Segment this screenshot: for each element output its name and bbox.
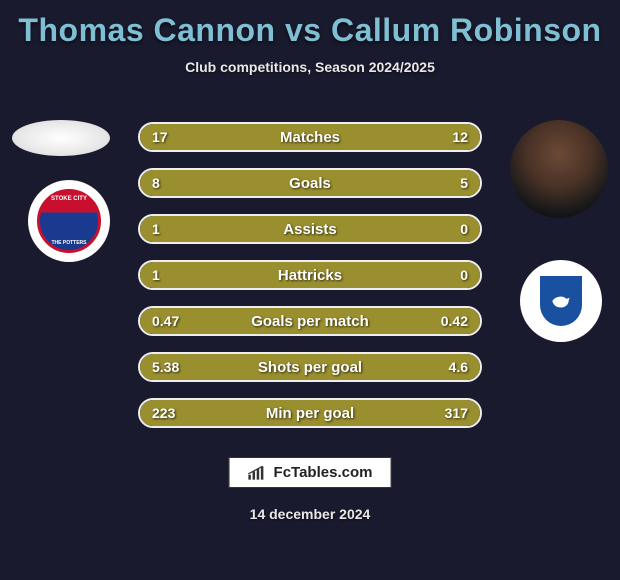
stat-label: Assists	[140, 216, 480, 242]
stat-label: Goals	[140, 170, 480, 196]
club-right-badge	[520, 260, 602, 342]
stat-label: Goals per match	[140, 308, 480, 334]
stat-row: 10Hattricks	[138, 260, 482, 290]
cardiff-city-crest	[540, 276, 582, 326]
bluebird-icon	[548, 288, 574, 314]
stat-row: 0.470.42Goals per match	[138, 306, 482, 336]
footer-brand-text: FcTables.com	[274, 464, 373, 481]
stat-label: Shots per goal	[140, 354, 480, 380]
stat-row: 85Goals	[138, 168, 482, 198]
player-left-avatar	[12, 120, 110, 156]
footer-brand[interactable]: FcTables.com	[229, 457, 392, 488]
chart-icon	[248, 465, 268, 481]
stat-row: 1712Matches	[138, 122, 482, 152]
club-left-badge	[28, 180, 110, 262]
stoke-city-crest	[37, 189, 101, 253]
stat-label: Hattricks	[140, 262, 480, 288]
date-text: 14 december 2024	[0, 506, 620, 522]
stat-label: Min per goal	[140, 400, 480, 426]
page-title: Thomas Cannon vs Callum Robinson	[0, 0, 620, 49]
stat-row: 10Assists	[138, 214, 482, 244]
stat-row: 223317Min per goal	[138, 398, 482, 428]
stat-label: Matches	[140, 124, 480, 150]
stat-row: 5.384.6Shots per goal	[138, 352, 482, 382]
stats-container: 1712Matches 85Goals 10Assists 10Hattricks 0.…	[138, 122, 482, 444]
player-right-avatar	[510, 120, 608, 218]
subtitle: Club competitions, Season 2024/2025	[0, 59, 620, 75]
